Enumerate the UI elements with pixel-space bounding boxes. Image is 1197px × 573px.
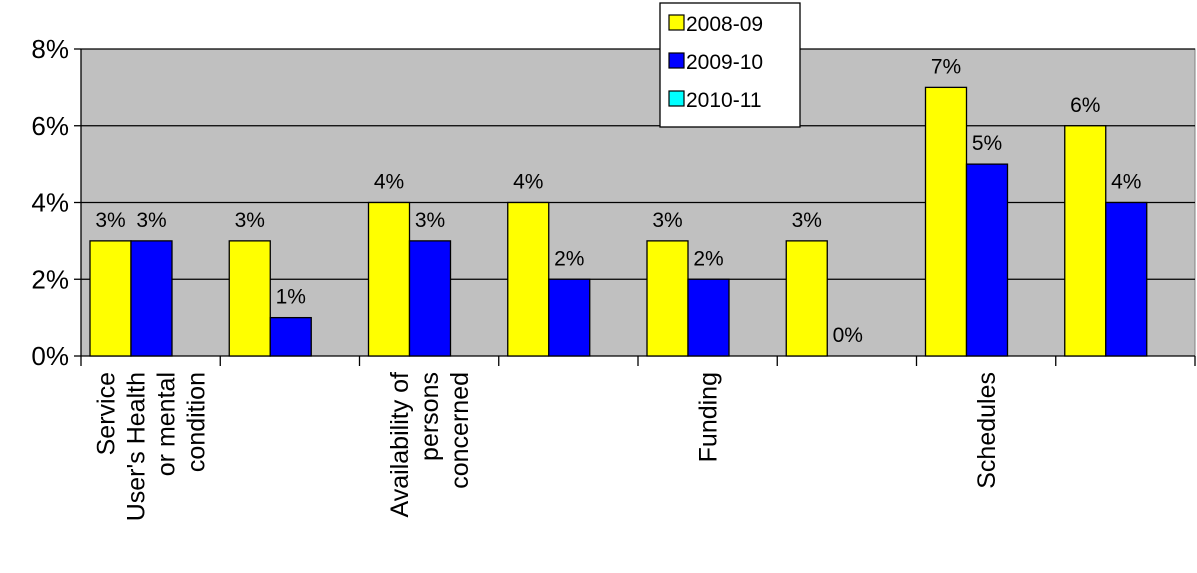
bar <box>548 278 591 357</box>
bar <box>965 163 1009 357</box>
bar <box>687 278 730 357</box>
category-label: Availability of persons concerned <box>386 372 474 518</box>
category-labels: Service User's Health or mental condition Av… <box>93 372 1002 521</box>
y-tick-label: 4% <box>31 188 69 218</box>
legend: 2008-09 2009-10 2010-11 <box>659 2 801 128</box>
bar <box>228 240 271 357</box>
data-label: 4% <box>513 171 543 194</box>
bar <box>785 240 828 357</box>
legend-label: 2008-09 <box>686 13 763 36</box>
data-label: 5% <box>972 132 1002 155</box>
category-label-line: Service <box>93 372 121 455</box>
category-label-line: persons <box>416 372 444 461</box>
bar <box>408 240 452 357</box>
category-label-line: Schedules <box>973 372 1001 489</box>
legend-item: 2010-11 <box>668 89 762 112</box>
bar <box>89 240 132 357</box>
legend-swatch <box>668 90 685 107</box>
y-tick-label: 0% <box>31 341 69 371</box>
legend-swatch <box>668 52 685 69</box>
category-label: Schedules <box>973 372 1001 489</box>
legend-item: 2008-09 <box>668 13 763 36</box>
data-label: 7% <box>931 55 961 78</box>
data-label: 3% <box>652 209 682 232</box>
data-label: 3% <box>235 209 265 232</box>
bar <box>367 201 411 357</box>
bar <box>269 316 312 357</box>
data-label: 4% <box>374 171 404 194</box>
bar <box>507 201 550 357</box>
bar <box>924 86 968 357</box>
data-label: 4% <box>1111 171 1141 194</box>
category-label-line: User's Health <box>123 372 151 521</box>
legend-label: 2009-10 <box>686 51 763 74</box>
data-label: 3% <box>415 209 445 232</box>
bars <box>89 86 1148 357</box>
data-label: 3% <box>136 209 166 232</box>
data-label: 6% <box>1070 94 1100 117</box>
data-label: 2% <box>693 247 723 270</box>
category-label-line: concerned <box>446 372 474 489</box>
category-label-line: Availability of <box>386 372 414 518</box>
data-labels: 3% 3% 4% 4% 3% 3% 7% 6% 3% 1% 3% 2% 2% 0% 5% 4% <box>95 55 1141 347</box>
category-label: Funding <box>695 372 723 462</box>
data-label: 1% <box>276 286 306 309</box>
legend-swatch <box>668 14 685 31</box>
category-label-line: Funding <box>695 372 723 462</box>
bar <box>1064 125 1107 357</box>
bar <box>1105 201 1148 357</box>
data-label: 0% <box>833 324 863 347</box>
y-tick-label: 2% <box>31 264 69 294</box>
data-label: 2% <box>554 247 584 270</box>
y-tick-label: 6% <box>31 111 69 141</box>
legend-item: 2009-10 <box>668 51 763 74</box>
bar <box>646 240 689 357</box>
legend-label: 2010-11 <box>686 89 762 112</box>
bar <box>130 240 173 357</box>
category-label-line: or mental <box>153 372 181 476</box>
data-label: 3% <box>95 209 125 232</box>
y-tick-label: 8% <box>31 34 69 64</box>
data-label: 3% <box>792 209 822 232</box>
category-label-line: condition <box>183 372 211 472</box>
category-label: Service User's Health or mental condition <box>93 372 211 521</box>
